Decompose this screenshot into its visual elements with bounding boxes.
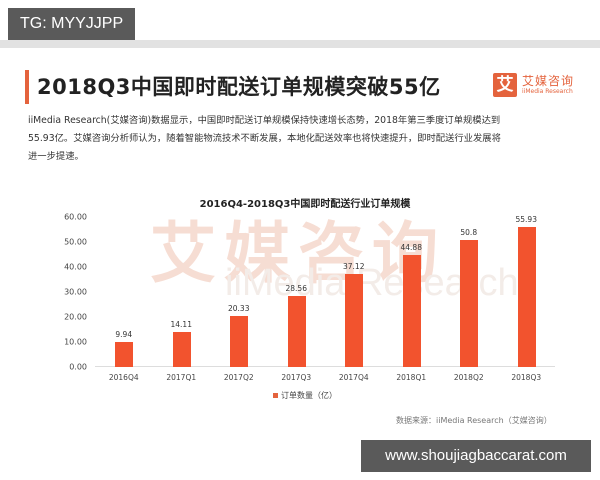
bar-value-label: 55.93 — [515, 215, 537, 225]
bar-group: 50.8 — [440, 217, 498, 367]
x-tick-label: 2016Q4 — [108, 373, 139, 382]
x-tick-label: 2018Q1 — [396, 373, 427, 382]
x-tick-label: 2018Q2 — [453, 373, 484, 382]
title-accent-bar — [25, 70, 29, 104]
plot-area: 9.94 14.11 20.33 28.56 37.12 44.88 50.8 55.93 — [95, 215, 556, 367]
bar-value-label: 14.11 — [170, 319, 192, 329]
chart-title: 2016Q4-2018Q3中国即时配送行业订单规模 — [199, 199, 411, 210]
bar — [172, 331, 191, 367]
y-tick-label: 60.00 — [64, 212, 87, 222]
y-tick-label: 0.00 — [69, 362, 87, 372]
chart-watermark: 艾媒咨询 — [150, 215, 446, 292]
bar-group: 44.88 — [383, 217, 441, 367]
bar-chart: 艾媒咨询 iiMedia Research 2016Q4-2018Q3中国即时配… — [55, 190, 556, 400]
separator-band — [0, 40, 600, 48]
page-title: 2018Q3中国即时配送订单规模突破55亿 — [37, 75, 441, 99]
bar-value-label: 9.94 — [115, 330, 133, 340]
chart-legend: 订单数量（亿） — [55, 390, 555, 401]
bar-value-label: 44.88 — [400, 242, 422, 252]
y-tick-label: 50.00 — [64, 237, 87, 247]
description-line: 进一步提速。 — [28, 151, 84, 162]
legend-label: 订单数量（亿） — [281, 391, 337, 400]
y-tick-label: 40.00 — [64, 262, 87, 272]
tg-watermark-label: TG: MYYJJPP — [8, 8, 135, 40]
site-watermark-label: www.shoujiagbaccarat.com — [361, 440, 591, 472]
logo-name-en: iiMedia Research — [522, 88, 573, 95]
logo-name-cn: 艾媒咨询 — [522, 74, 575, 88]
y-tick-label: 10.00 — [64, 337, 87, 347]
description-line: iiMedia Research(艾媒咨询)数据显示，中国即时配送订单规模保持快… — [28, 115, 501, 126]
bar — [230, 316, 248, 367]
brand-logo: 艾 艾媒咨询 iiMedia Research — [493, 73, 574, 97]
x-tick-label: 2017Q1 — [166, 373, 197, 382]
bar — [402, 254, 421, 367]
description: iiMedia Research(艾媒咨询)数据显示，中国即时配送订单规模保持快… — [28, 112, 568, 166]
x-tick-label: 2018Q3 — [511, 373, 542, 382]
bar — [115, 342, 133, 367]
bar-group: 28.56 — [268, 217, 326, 367]
bar — [287, 295, 306, 367]
logo-icon: 艾 — [493, 73, 517, 97]
legend-swatch-icon — [273, 393, 278, 398]
bar-value-label: 37.12 — [343, 262, 365, 272]
bar-group: 14.11 — [153, 217, 211, 367]
bar — [460, 240, 478, 367]
x-tick-label: 2017Q3 — [281, 373, 312, 382]
y-tick-label: 20.00 — [64, 312, 87, 322]
x-tick-label: 2017Q4 — [338, 373, 369, 382]
y-tick-label: 30.00 — [64, 287, 87, 297]
bar-value-label: 50.8 — [460, 228, 478, 237]
bar — [517, 227, 536, 367]
bar-group: 9.94 — [95, 217, 153, 367]
article-image — [0, 48, 600, 480]
bar-group: 55.93 — [498, 215, 556, 367]
bar-value-label: 28.56 — [285, 283, 307, 293]
data-source: 数据来源：iiMedia Research（艾媒咨询） — [396, 416, 552, 425]
x-tick-label: 2017Q2 — [223, 373, 254, 382]
y-axis: 0.00 10.00 20.00 30.00 40.00 50.00 60.00 — [55, 213, 87, 372]
bar-group: 37.12 — [325, 217, 383, 367]
bar — [345, 274, 363, 367]
bar-group: 20.33 — [210, 217, 268, 367]
x-axis-labels: 2016Q4 2017Q1 2017Q2 2017Q3 2017Q4 2018Q1 2018… — [95, 373, 555, 385]
description-line: 55.93亿。艾媒咨询分析师认为，随着智能物流技术不断发展，本地化配送效率也将快… — [28, 133, 501, 144]
bar-value-label: 20.33 — [228, 304, 250, 314]
x-axis-line — [95, 366, 555, 367]
